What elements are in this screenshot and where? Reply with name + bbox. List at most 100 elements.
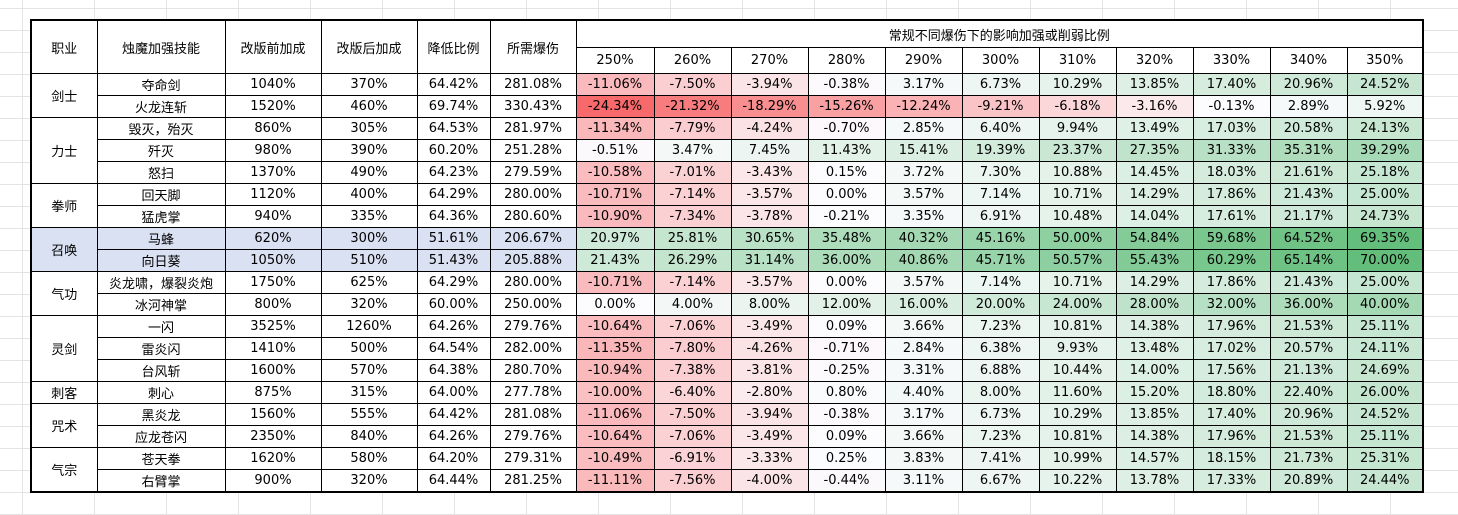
before-bonus-cell[interactable]: 2350% [224,425,322,448]
class-name-cell[interactable]: 刺客 [30,381,98,404]
effect-value-cell[interactable]: 2.89% [1269,95,1348,118]
effect-value-cell[interactable]: 17.56% [1192,359,1271,382]
effect-value-cell[interactable]: 20.00% [961,293,1040,316]
effect-value-cell[interactable]: 21.73% [1269,447,1348,470]
effect-value-cell[interactable]: 6.88% [961,359,1040,382]
effect-value-cell[interactable]: 14.38% [1115,425,1194,448]
effect-value-cell[interactable]: 20.97% [575,227,655,250]
effect-value-cell[interactable]: 14.00% [1115,359,1194,382]
effect-value-cell[interactable]: 26.00% [1346,381,1424,404]
effect-value-cell[interactable]: 50.57% [1038,249,1117,272]
effect-value-cell[interactable]: 21.61% [1269,161,1348,184]
effect-value-cell[interactable]: 20.96% [1269,403,1348,426]
effect-value-cell[interactable]: 20.57% [1269,337,1348,360]
skill-name-cell[interactable]: 猛虎掌 [96,205,226,228]
effect-value-cell[interactable]: 8.00% [961,381,1040,404]
after-bonus-cell[interactable]: 320% [320,469,418,493]
effect-value-cell[interactable]: 39.29% [1346,139,1424,162]
effect-value-cell[interactable]: 14.38% [1115,315,1194,338]
effect-value-cell[interactable]: -3.49% [730,315,809,338]
effect-value-cell[interactable]: 28.00% [1115,293,1194,316]
effect-value-cell[interactable]: -7.06% [653,425,732,448]
reduction-cell[interactable]: 64.26% [416,315,491,338]
skill-name-cell[interactable]: 台风斩 [96,359,226,382]
before-bonus-cell[interactable]: 1120% [224,183,322,206]
effect-value-cell[interactable]: 10.81% [1038,425,1117,448]
effect-value-cell[interactable]: -0.13% [1192,95,1271,118]
effect-value-cell[interactable]: -3.81% [730,359,809,382]
effect-value-cell[interactable]: 60.29% [1192,249,1271,272]
effect-value-cell[interactable]: -10.94% [575,359,655,382]
effect-value-cell[interactable]: 16.00% [884,293,963,316]
effect-value-cell[interactable]: 10.71% [1038,271,1117,294]
effect-value-cell[interactable]: 3.57% [884,183,963,206]
effect-value-cell[interactable]: 2.84% [884,337,963,360]
effect-value-cell[interactable]: 5.92% [1346,95,1424,118]
crit-level-header[interactable]: 340% [1269,47,1348,74]
effect-value-cell[interactable]: -7.14% [653,271,732,294]
skill-name-cell[interactable]: 火龙连斩 [96,95,226,118]
effect-value-cell[interactable]: 3.17% [884,73,963,96]
effect-value-cell[interactable]: -7.80% [653,337,732,360]
effect-value-cell[interactable]: -2.80% [730,381,809,404]
effect-value-cell[interactable]: -6.40% [653,381,732,404]
effect-value-cell[interactable]: 21.53% [1269,315,1348,338]
effect-value-cell[interactable]: 55.43% [1115,249,1194,272]
after-bonus-cell[interactable]: 840% [320,425,418,448]
effect-value-cell[interactable]: 18.15% [1192,447,1271,470]
effect-value-cell[interactable]: -11.34% [575,117,655,140]
effect-value-cell[interactable]: -15.26% [807,95,886,118]
effect-value-cell[interactable]: 21.43% [1269,183,1348,206]
effect-value-cell[interactable]: -10.64% [575,425,655,448]
effect-value-cell[interactable]: 3.72% [884,161,963,184]
crit-needed-cell[interactable]: 281.25% [489,469,577,493]
effect-value-cell[interactable]: 21.13% [1269,359,1348,382]
effect-value-cell[interactable]: 18.80% [1192,381,1271,404]
after-bonus-cell[interactable]: 625% [320,271,418,294]
effect-value-cell[interactable]: 65.14% [1269,249,1348,272]
effect-value-cell[interactable]: -11.06% [575,403,655,426]
reduction-cell[interactable]: 64.29% [416,271,491,294]
crit-level-header[interactable]: 310% [1038,47,1117,74]
skill-name-cell[interactable]: 冰河神掌 [96,293,226,316]
effect-value-cell[interactable]: 36.00% [807,249,886,272]
effect-value-cell[interactable]: -10.49% [575,447,655,470]
effect-value-cell[interactable]: 17.02% [1192,337,1271,360]
effect-value-cell[interactable]: 14.45% [1115,161,1194,184]
effect-value-cell[interactable]: 10.88% [1038,161,1117,184]
effect-value-cell[interactable]: 21.53% [1269,425,1348,448]
skill-name-cell[interactable]: 怒扫 [96,161,226,184]
reduction-cell[interactable]: 64.53% [416,117,491,140]
skill-name-cell[interactable]: 歼灭 [96,139,226,162]
effect-value-cell[interactable]: 10.81% [1038,315,1117,338]
effect-value-cell[interactable]: -6.91% [653,447,732,470]
effect-value-cell[interactable]: 21.17% [1269,205,1348,228]
crit-needed-cell[interactable]: 205.88% [489,249,577,272]
before-bonus-cell[interactable]: 1600% [224,359,322,382]
effect-value-cell[interactable]: 22.40% [1269,381,1348,404]
effect-value-cell[interactable]: -0.21% [807,205,886,228]
effect-value-cell[interactable]: 31.33% [1192,139,1271,162]
before-bonus-cell[interactable]: 800% [224,293,322,316]
effect-value-cell[interactable]: -3.16% [1115,95,1194,118]
effect-value-cell[interactable]: -10.90% [575,205,655,228]
effect-value-cell[interactable]: 11.60% [1038,381,1117,404]
reduction-cell[interactable]: 51.43% [416,249,491,272]
crit-needed-cell[interactable]: 280.70% [489,359,577,382]
crit-level-header[interactable]: 290% [884,47,963,74]
effect-value-cell[interactable]: -9.21% [961,95,1040,118]
crit-level-header[interactable]: 280% [807,47,886,74]
effect-value-cell[interactable]: -0.38% [807,73,886,96]
effect-value-cell[interactable]: 3.31% [884,359,963,382]
after-bonus-cell[interactable]: 490% [320,161,418,184]
class-name-cell[interactable]: 拳师 [30,183,98,228]
effect-value-cell[interactable]: 0.00% [807,183,886,206]
effect-value-cell[interactable]: -0.51% [575,139,655,162]
crit-needed-cell[interactable]: 250.00% [489,293,577,316]
before-bonus-cell[interactable]: 1050% [224,249,322,272]
before-bonus-cell[interactable]: 875% [224,381,322,404]
crit-level-header[interactable]: 270% [730,47,809,74]
effect-value-cell[interactable]: -3.78% [730,205,809,228]
effect-value-cell[interactable]: 35.48% [807,227,886,250]
effect-value-cell[interactable]: 3.57% [884,271,963,294]
